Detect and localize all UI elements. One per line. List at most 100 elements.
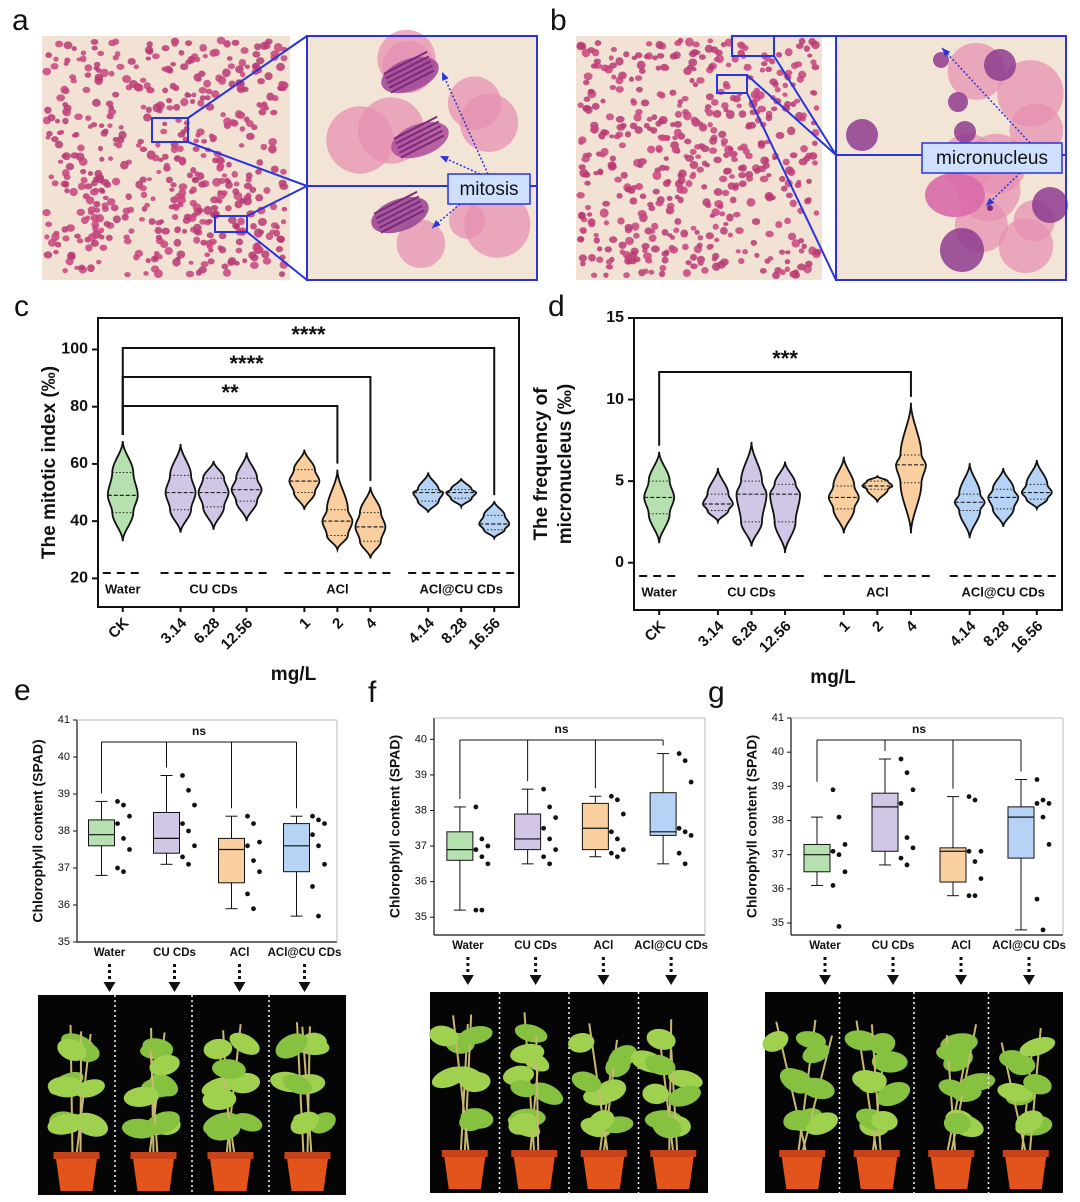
- data-point: [186, 861, 191, 867]
- cell: [723, 167, 732, 175]
- cell: [611, 74, 617, 80]
- cell: [170, 196, 179, 204]
- cell: [630, 98, 636, 104]
- leaf: [960, 1073, 996, 1092]
- cell: [268, 137, 277, 146]
- leaf: [47, 1113, 85, 1135]
- cell: [622, 251, 632, 259]
- cell: [738, 110, 747, 118]
- cell: [198, 70, 206, 77]
- cell: [218, 246, 227, 254]
- panel-letter: d: [548, 290, 565, 323]
- zoom-line: [246, 185, 308, 217]
- cell: [718, 130, 727, 139]
- cell: [62, 117, 69, 125]
- leaf: [149, 1054, 180, 1076]
- pointer-head: [168, 982, 181, 992]
- data-point: [479, 907, 485, 913]
- y-tick-label: 15: [606, 309, 624, 326]
- chromosome: [385, 55, 430, 80]
- violin: [288, 449, 321, 510]
- cell: [80, 216, 89, 225]
- cell: [721, 102, 729, 109]
- y-tick-label: 60: [70, 455, 88, 472]
- data-point: [898, 855, 904, 861]
- violin: [321, 469, 354, 554]
- cell: [87, 233, 97, 242]
- pot-rim: [580, 1150, 627, 1157]
- cell: [637, 209, 647, 218]
- violin: [895, 402, 927, 534]
- cell: [200, 239, 208, 246]
- cell: [192, 146, 200, 152]
- cell: [738, 257, 745, 265]
- cell: [242, 86, 249, 93]
- cell: [709, 136, 718, 145]
- cell: [239, 71, 246, 78]
- x-axis-label: mg/L: [810, 667, 856, 688]
- cell: [172, 257, 181, 267]
- data-point: [180, 821, 185, 826]
- cell: [784, 48, 793, 57]
- pot-rim: [1002, 1150, 1049, 1157]
- cell: [782, 82, 789, 89]
- cell: [245, 120, 254, 127]
- cell: [776, 51, 783, 58]
- cell: [736, 41, 746, 48]
- leaf: [762, 1030, 789, 1052]
- cell: [579, 168, 589, 178]
- zoom-frame: [306, 35, 538, 281]
- cell: [609, 84, 617, 91]
- leaf: [871, 1051, 908, 1073]
- cell: [801, 243, 807, 249]
- data-point: [485, 861, 491, 867]
- cell: [754, 252, 760, 258]
- cell: [793, 98, 801, 104]
- cell: [176, 250, 186, 259]
- cell: [227, 216, 237, 224]
- cell: [629, 257, 637, 265]
- data-point: [541, 786, 547, 792]
- cell: [238, 59, 247, 67]
- cell: [784, 100, 792, 108]
- cell: [262, 257, 272, 265]
- cell: [682, 243, 689, 251]
- cell: [633, 113, 642, 122]
- cell: [643, 54, 650, 60]
- x-tick-label: ACl@CU CDs: [268, 947, 342, 959]
- pointer-head: [819, 975, 831, 985]
- cell: [682, 108, 689, 116]
- pot-rim: [130, 1152, 177, 1159]
- data-point: [192, 802, 197, 808]
- cell: [605, 113, 615, 121]
- box: [803, 843, 831, 873]
- cell: [599, 152, 606, 158]
- cell: [677, 99, 684, 105]
- cell: [275, 245, 283, 253]
- cell: [44, 106, 52, 114]
- cell: [210, 205, 219, 211]
- data-point: [479, 854, 485, 860]
- cell: [278, 271, 286, 278]
- cell: [618, 241, 627, 249]
- cell: [265, 38, 273, 45]
- cell: [61, 226, 69, 233]
- cell: [609, 236, 618, 244]
- cell: [280, 219, 287, 225]
- cell: [235, 238, 244, 246]
- cell: [108, 105, 115, 111]
- cell: [76, 238, 84, 244]
- leaf: [510, 1043, 545, 1064]
- cell: [712, 223, 719, 230]
- cell: [732, 95, 741, 103]
- cell: [74, 113, 83, 121]
- data-point: [310, 813, 315, 819]
- cell: [87, 124, 93, 129]
- data-point: [541, 825, 547, 831]
- cell: [650, 127, 658, 134]
- cell: [173, 84, 180, 91]
- cell: [164, 247, 173, 255]
- cell: [591, 125, 599, 133]
- cell: [662, 179, 671, 188]
- cell: [190, 186, 197, 194]
